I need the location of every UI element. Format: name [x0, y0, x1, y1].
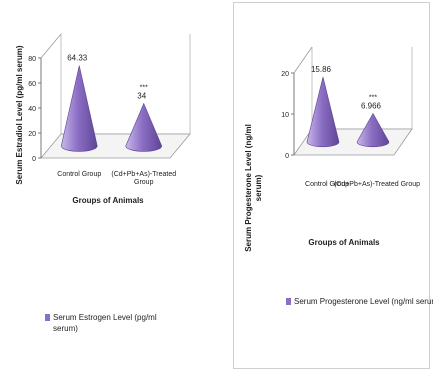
progesterone-chart-panel: 0 10 20 15.86 Control Group 6.966 *** (Cd+Pb+As…: [233, 2, 433, 369]
y-tick-label: 0: [285, 153, 289, 160]
x-axis-title: Groups of Animals: [72, 196, 144, 205]
progesterone-chart: 0 10 20 15.86 Control Group 6.966*** (Cd+Pb+As…: [244, 46, 433, 306]
significance-mark: ***: [369, 94, 377, 101]
data-label: 64.33: [67, 54, 88, 63]
legend-swatch: [286, 298, 291, 305]
x-category-label: Control Group: [57, 171, 101, 178]
y-axis-title: Serum Progesterone Level (ng/mlserum): [244, 124, 263, 252]
y-axis-depth-line: [40, 33, 62, 59]
data-label: 15.86: [311, 65, 332, 74]
y-tick-label: 60: [28, 81, 36, 88]
cone-bar: [125, 102, 163, 152]
data-label: 6.966: [361, 101, 382, 110]
y-tick-label: 80: [28, 56, 36, 63]
cone-bar: [60, 65, 98, 152]
estrogen-chart: 0 20 40 60 80 64.33 Control Group 34*** (Cd+Pb+A…: [15, 33, 191, 333]
cone-bar: [356, 112, 390, 148]
legend-swatch: [45, 314, 50, 321]
significance-mark: ***: [140, 85, 148, 92]
x-category-label: (Cd+Pb+As)-Treated Group: [111, 171, 176, 186]
data-label: 34: [137, 92, 146, 101]
y-tick-label: 20: [281, 71, 289, 78]
y-axis-title: Serum Estradiol Level (pg/ml serum): [15, 45, 24, 184]
y-tick-label: 20: [28, 131, 36, 138]
legend-label: Serum Estrogen Level (pg/ml serum): [53, 313, 157, 333]
y-tick-label: 0: [32, 156, 36, 163]
legend-label: Serum Progesterone Level (ng/ml serum): [294, 297, 433, 306]
x-category-label: (Cd+Pb+As)-Treated Group: [334, 181, 420, 188]
x-category-label: Control Group: [305, 181, 349, 188]
cone-bar: [306, 76, 340, 148]
y-tick-label: 10: [281, 112, 289, 119]
y-axis-depth-line: [293, 46, 313, 74]
estrogen-chart-panel: 0 20 40 60 80 64.33 Control Group 34 *** (Cd+Pb+A…: [15, 33, 191, 333]
x-axis-title: Groups of Animals: [308, 238, 380, 247]
y-tick-label: 40: [28, 106, 36, 113]
